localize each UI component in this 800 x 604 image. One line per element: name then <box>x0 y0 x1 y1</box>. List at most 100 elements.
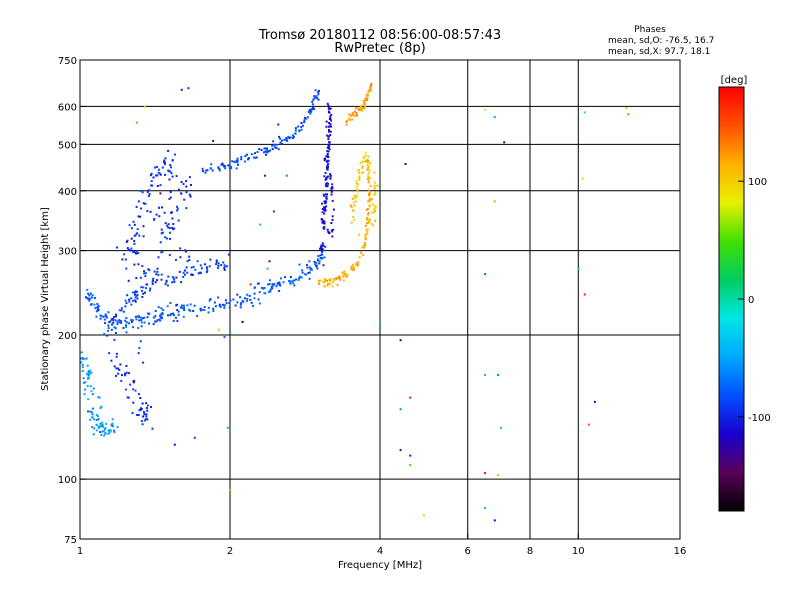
scatter-point <box>95 414 98 416</box>
scatter-point <box>164 163 166 166</box>
scatter-point <box>325 120 328 123</box>
scatter-point <box>150 184 153 187</box>
scatter-point <box>220 264 223 267</box>
scatter-point <box>156 279 159 282</box>
scatter-point <box>167 149 170 152</box>
scatter-point <box>182 276 185 278</box>
scatter-point <box>224 299 227 302</box>
scatter-point <box>326 185 329 188</box>
scatter-point <box>257 298 260 301</box>
scatter-point <box>99 422 102 425</box>
scatter-point <box>124 372 126 375</box>
scatter-point <box>331 199 334 202</box>
scatter-point <box>215 263 218 266</box>
scatter-point <box>188 193 191 196</box>
scatter-point <box>363 103 366 106</box>
scatter-point <box>180 304 183 307</box>
scatter-point <box>170 166 173 169</box>
scatter-point <box>120 321 123 324</box>
scatter-point <box>183 306 186 309</box>
scatter-point <box>207 306 210 309</box>
scatter-point <box>162 309 165 311</box>
scatter-point <box>314 263 317 265</box>
scatter-point <box>364 154 367 157</box>
y-tick-label: 200 <box>58 331 77 342</box>
scatter-point <box>107 429 110 432</box>
scatter-point <box>171 226 174 229</box>
scatter-point <box>355 179 358 182</box>
scatter-point <box>268 260 271 263</box>
scatter-point <box>188 259 191 262</box>
scatter-point <box>369 185 372 188</box>
scatter-point <box>225 302 228 305</box>
scatter-point <box>362 156 365 158</box>
scatter-point <box>237 163 239 166</box>
scatter-point <box>139 397 142 399</box>
scatter-point <box>137 263 140 266</box>
scatter-point <box>157 168 160 171</box>
scatter-point <box>93 303 96 306</box>
scatter-point <box>338 275 341 278</box>
scatter-point <box>268 279 271 282</box>
scatter-point <box>273 146 276 149</box>
scatter-point <box>86 288 89 291</box>
scatter-point <box>328 108 331 111</box>
scatter-point <box>95 310 98 313</box>
scatter-point <box>343 270 346 273</box>
scatter-point <box>161 166 164 169</box>
scatter-point <box>368 200 371 202</box>
scatter-point <box>276 283 279 286</box>
scatter-point <box>205 169 208 172</box>
scatter-point <box>173 280 176 283</box>
scatter-point <box>342 275 345 278</box>
scatter-point <box>112 321 115 324</box>
scatter-point <box>141 265 144 268</box>
scatter-point <box>484 507 487 510</box>
scatter-point <box>235 159 238 162</box>
scatter-point <box>312 103 314 106</box>
scatter-point <box>323 175 326 178</box>
scatter-point <box>366 99 368 101</box>
x-axis-label: Frequency [MHz] <box>338 560 422 571</box>
scatter-point <box>140 420 143 423</box>
scatter-point <box>484 108 487 111</box>
scatter-point <box>322 193 325 196</box>
scatter-point <box>113 365 116 368</box>
scatter-point <box>206 269 209 272</box>
scatter-point <box>192 265 195 268</box>
scatter-point <box>308 277 311 280</box>
scatter-point <box>217 267 219 270</box>
scatter-point <box>133 263 136 266</box>
scatter-point <box>330 188 333 191</box>
scatter-point <box>363 101 366 104</box>
colorbar-tick-label: 100 <box>748 177 767 188</box>
y-tick-label: 600 <box>58 102 77 113</box>
scatter-point <box>97 305 100 307</box>
scatter-point <box>116 320 119 323</box>
scatter-point <box>230 167 233 170</box>
scatter-point <box>176 320 179 322</box>
scatter-point <box>271 144 274 147</box>
scatter-point <box>229 488 231 491</box>
scatter-point <box>323 159 326 162</box>
scatter-point <box>154 281 157 284</box>
scatter-point <box>265 147 268 150</box>
scatter-point <box>113 315 116 318</box>
scatter-point <box>349 114 352 117</box>
scatter-point <box>190 184 192 186</box>
scatter-point <box>134 300 137 303</box>
scatter-point <box>192 310 195 312</box>
scatter-point <box>212 140 215 142</box>
scatter-point <box>108 352 111 355</box>
scatter-point <box>104 428 106 431</box>
scatter-point <box>157 306 160 309</box>
scatter-point <box>207 311 210 314</box>
scatter-point <box>146 404 149 407</box>
scatter-point <box>332 208 335 211</box>
scatter-point <box>349 119 352 121</box>
scatter-point <box>331 215 334 218</box>
scatter-point <box>137 200 140 203</box>
scatter-point <box>241 320 244 323</box>
scatter-point <box>359 251 362 254</box>
scatter-point <box>331 235 334 238</box>
